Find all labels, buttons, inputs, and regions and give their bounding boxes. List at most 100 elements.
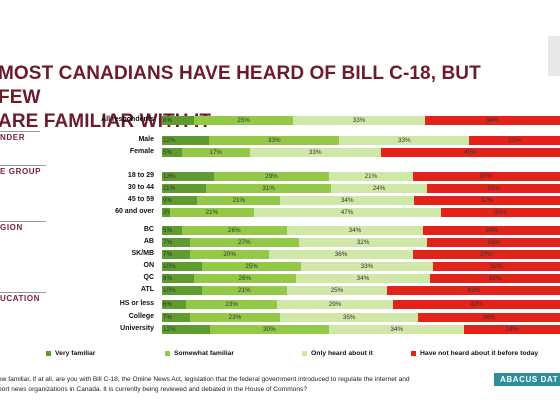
- seg-not-heard: 37%: [412, 250, 560, 259]
- seg-somewhat-familiar: 23%: [189, 313, 281, 322]
- seg-only-heard: 33%: [293, 116, 425, 125]
- legend: Very familiar Somewhat familiar Only hea…: [0, 350, 560, 362]
- section-divider: [0, 131, 40, 132]
- seg-only-heard: 32%: [298, 238, 428, 247]
- seg-only-heard: 35%: [280, 313, 419, 322]
- section-label: UCATION: [0, 294, 41, 303]
- seg-somewhat-familiar: 25%: [201, 262, 302, 271]
- seg-not-heard: 33%: [427, 238, 560, 247]
- seg-somewhat-familiar: 21%: [169, 208, 254, 217]
- seg-very-familiar: 7%: [162, 238, 192, 247]
- row-label: BC: [143, 226, 154, 233]
- bar-row: 10% 21% 25% 43%: [162, 286, 560, 295]
- seg-not-heard: 36%: [418, 313, 560, 322]
- section-divider: [0, 292, 46, 293]
- seg-very-familiar: 2%: [162, 208, 171, 217]
- row-label: ATL: [140, 286, 154, 293]
- legend-label: Very familiar: [55, 350, 96, 357]
- legend-item-somewhat-familiar: Somewhat familiar: [165, 350, 234, 357]
- bar-row: 8% 25% 33% 34%: [162, 116, 560, 125]
- header-graphic: [548, 36, 560, 76]
- row-label: ON: [143, 262, 155, 269]
- seg-somewhat-familiar: 17%: [181, 148, 250, 157]
- seg-only-heard: 29%: [277, 300, 393, 309]
- seg-somewhat-familiar: 29%: [213, 172, 330, 181]
- seg-very-familiar: 5%: [162, 226, 184, 235]
- seg-very-familiar: 7%: [162, 313, 191, 322]
- section-label: NDER: [0, 133, 26, 142]
- seg-somewhat-familiar: 21%: [197, 196, 281, 205]
- seg-only-heard: 24%: [330, 184, 428, 193]
- legend-swatch: [46, 350, 51, 356]
- seg-somewhat-familiar: 20%: [189, 250, 270, 259]
- bar-row: 7% 20% 36% 37%: [162, 250, 560, 259]
- seg-very-familiar: 7%: [162, 250, 191, 259]
- seg-only-heard: 25%: [286, 286, 388, 295]
- legend-label: Somewhat familiar: [174, 350, 235, 357]
- seg-only-heard: 47%: [253, 208, 441, 217]
- legend-label: Only heard about it: [311, 350, 373, 357]
- row-label: SK/MB: [131, 250, 154, 257]
- seg-only-heard: 33%: [339, 136, 470, 145]
- row-label: Male: [138, 136, 154, 143]
- seg-very-familiar: 12%: [162, 136, 211, 145]
- seg-not-heard: 34%: [423, 226, 560, 235]
- seg-somewhat-familiar: 23%: [185, 300, 278, 309]
- seg-not-heard: 43%: [387, 286, 560, 295]
- seg-very-familiar: 13%: [162, 172, 215, 181]
- seg-not-heard: 24%: [464, 325, 560, 334]
- seg-not-heard: 42%: [392, 300, 560, 309]
- seg-very-familiar: 5%: [162, 148, 183, 157]
- seg-only-heard: 34%: [286, 226, 424, 235]
- seg-very-familiar: 10%: [162, 286, 204, 295]
- seg-not-heard: 33%: [427, 184, 560, 193]
- seg-only-heard: 34%: [329, 325, 465, 334]
- bar-row: 7% 27% 32% 33%: [162, 238, 560, 247]
- seg-somewhat-familiar: 27%: [190, 238, 299, 247]
- legend-swatch: [302, 350, 307, 356]
- question-footnote: ew familiar, if at all, are you with Bil…: [0, 376, 410, 393]
- row-label: University: [120, 325, 154, 332]
- seg-not-heard: 33%: [429, 274, 560, 283]
- row-label: 60 and over: [115, 208, 154, 215]
- seg-very-familiar: 11%: [162, 184, 208, 193]
- row-label: Female: [129, 148, 154, 155]
- section-label: GION: [0, 223, 23, 232]
- seg-somewhat-familiar: 21%: [202, 286, 287, 295]
- row-label: 45 to 59: [127, 196, 154, 203]
- legend-item-only-heard: Only heard about it: [302, 350, 373, 357]
- bar-row: 9% 21% 34% 37%: [162, 196, 560, 205]
- seg-somewhat-familiar: 26%: [182, 226, 287, 235]
- legend-item-very-familiar: Very familiar: [46, 350, 95, 357]
- chart-title: MOST CANADIANS HAVE HEARD OF BILL C-18, …: [0, 63, 481, 132]
- seg-only-heard: 36%: [269, 250, 413, 259]
- seg-not-heard: 34%: [424, 116, 560, 125]
- seg-only-heard: 34%: [280, 196, 415, 205]
- seg-very-familiar: 6%: [162, 300, 187, 309]
- bar-row: 2%21%47%30%: [162, 208, 560, 217]
- seg-very-familiar: 8%: [162, 274, 195, 283]
- section-divider: [0, 221, 46, 222]
- legend-item-not-heard: Have not heard about it before today: [411, 350, 538, 357]
- bar-row: 5% 26% 34% 34%: [162, 226, 560, 235]
- seg-very-familiar: 9%: [162, 196, 199, 205]
- seg-not-heard: 32%: [432, 262, 560, 271]
- seg-only-heard: 33%: [301, 262, 433, 271]
- bar-row: 12% 30% 34% 24%: [162, 325, 560, 334]
- bar-row: 11% 31% 24% 33%: [162, 184, 560, 193]
- row-label: AB: [143, 238, 154, 245]
- bar-row: 12% 33% 33% 23%: [162, 136, 560, 145]
- seg-somewhat-familiar: 30%: [209, 325, 330, 334]
- legend-label: Have not heard about it before today: [420, 350, 539, 357]
- seg-not-heard: 45%: [380, 148, 560, 157]
- legend-swatch: [411, 350, 416, 356]
- seg-somewhat-familiar: 31%: [206, 184, 331, 193]
- row-label: QC: [143, 274, 155, 281]
- row-label: HS or less: [119, 300, 154, 307]
- seg-very-familiar: 10%: [162, 262, 203, 271]
- seg-only-heard: 33%: [249, 148, 381, 157]
- row-label: All respondents: [101, 116, 154, 123]
- row-label: 30 to 44: [127, 184, 154, 191]
- seg-very-familiar: 12%: [162, 325, 211, 334]
- section-label: E GROUP: [0, 167, 42, 176]
